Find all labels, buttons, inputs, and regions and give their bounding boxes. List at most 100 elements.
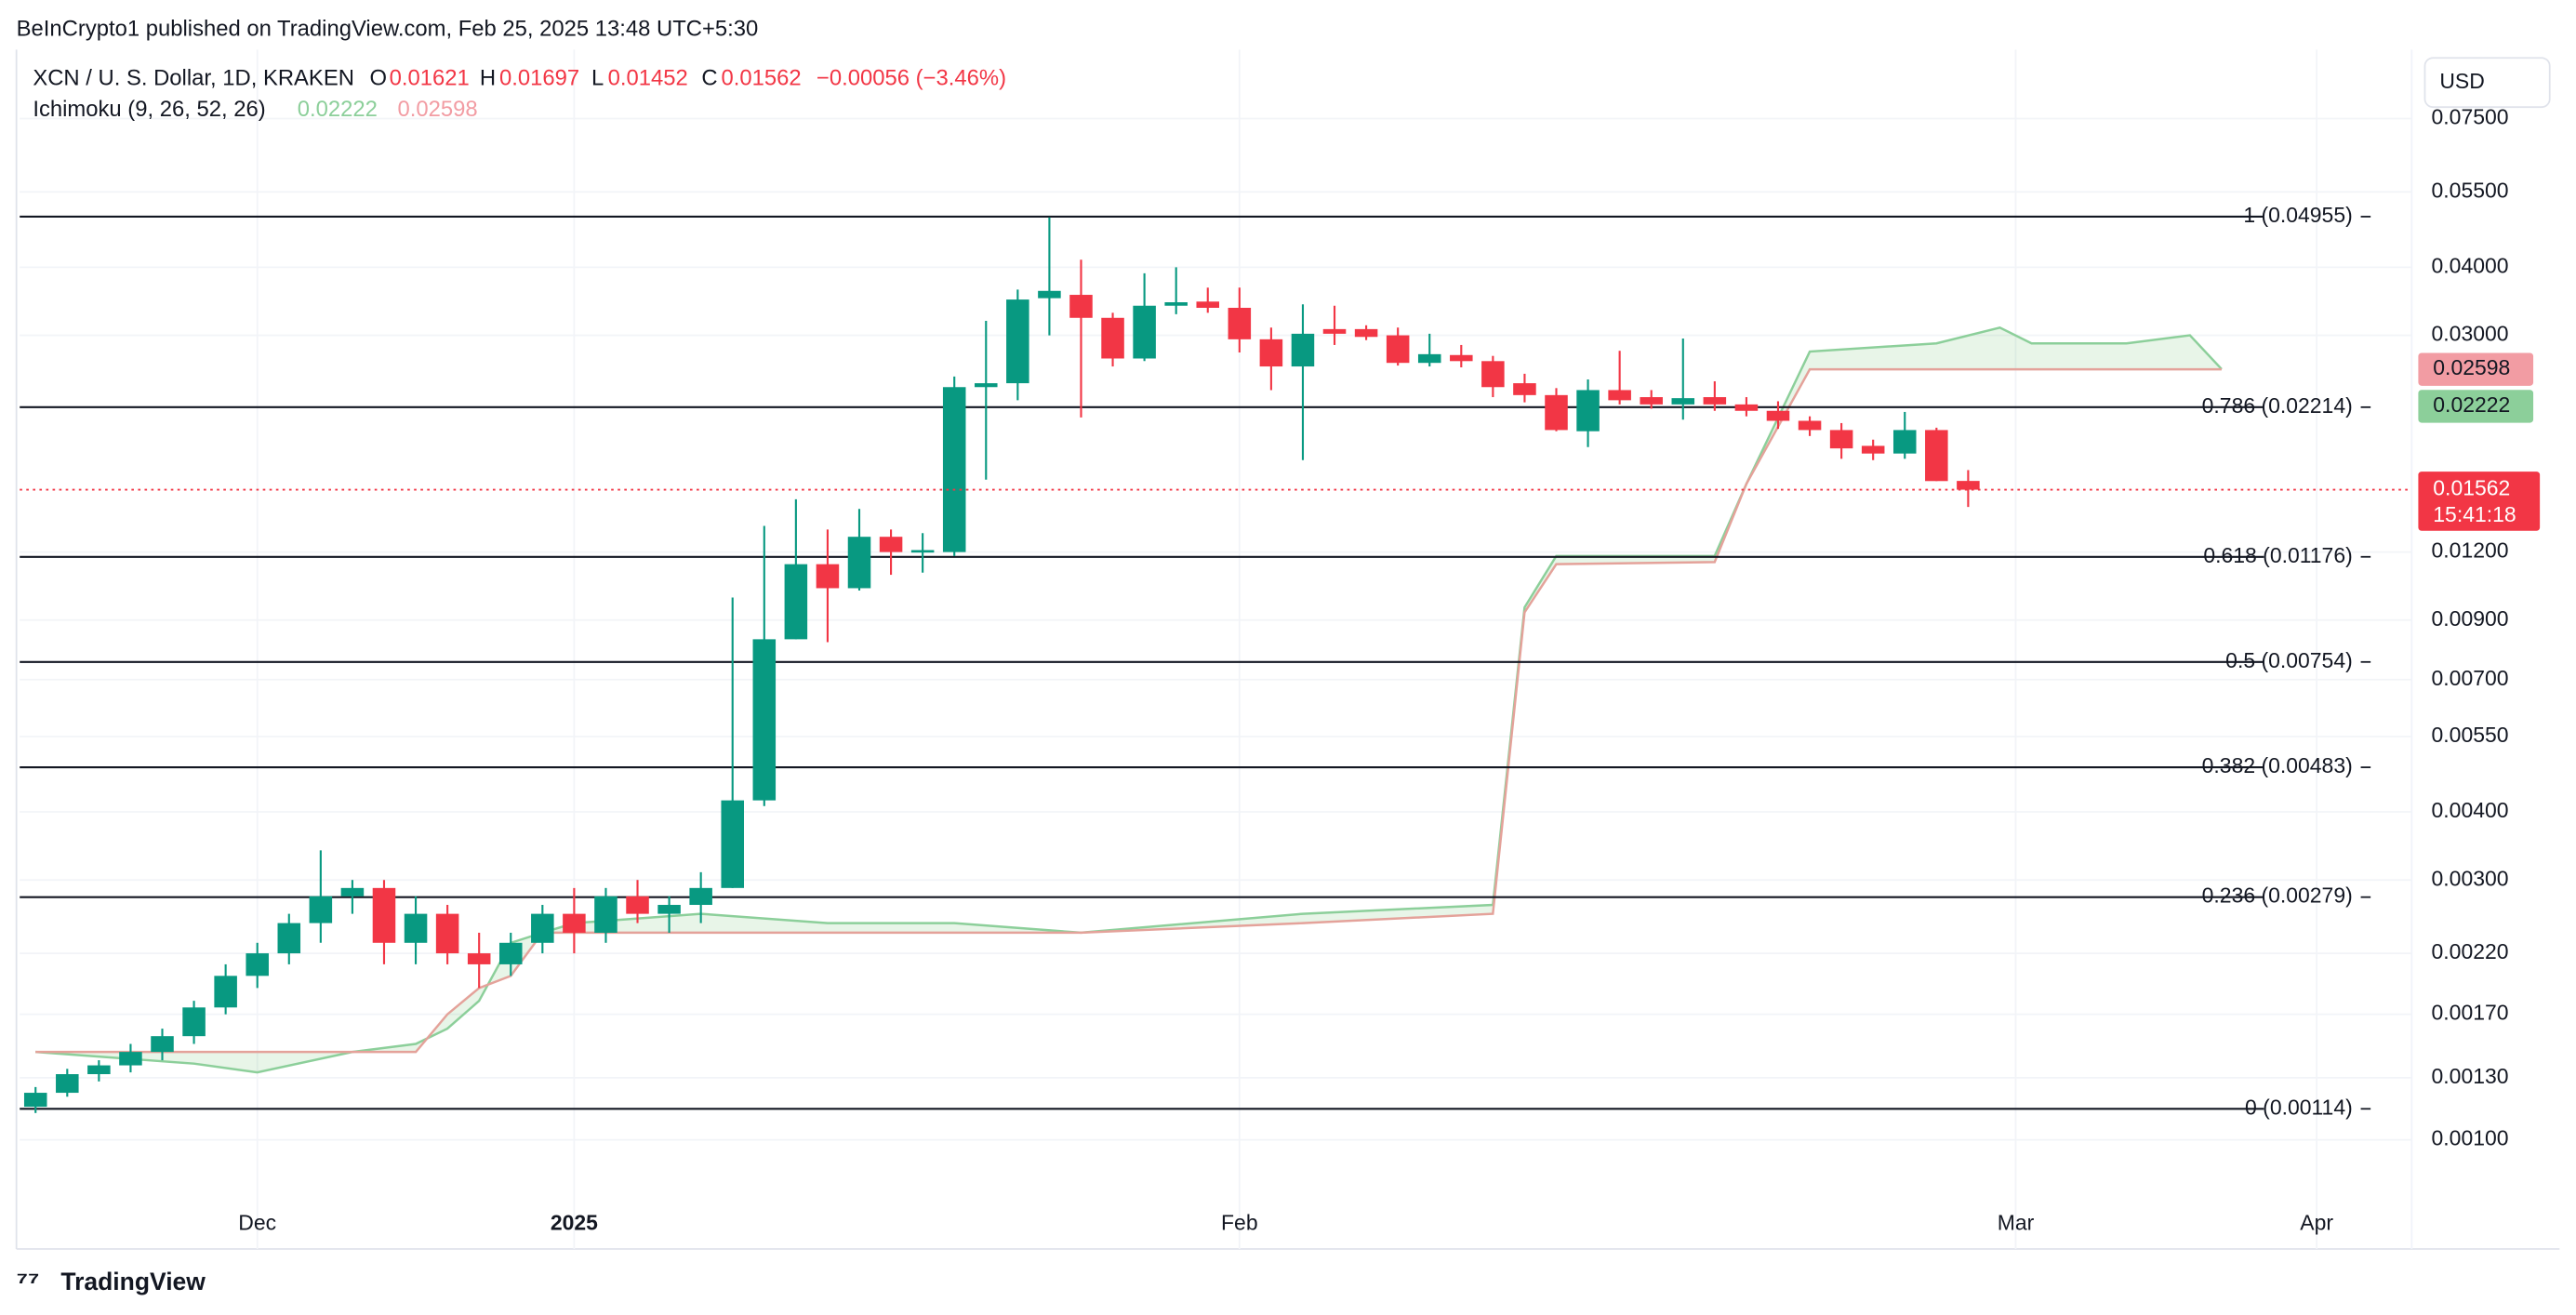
- price-box: [2418, 472, 2541, 531]
- x-tick-label: Dec: [238, 1211, 276, 1235]
- y-tick-label: 0.01200: [2432, 538, 2509, 563]
- fib-label: 1 (0.04955): [2243, 203, 2352, 227]
- attribution: BeInCrypto1 published on TradingView.com…: [17, 16, 759, 41]
- y-tick-label: 0.04000: [2432, 253, 2509, 277]
- candle-body: [1545, 394, 1568, 431]
- fib-label: 0.618 (0.01176): [2203, 543, 2352, 567]
- candle-body: [151, 1036, 174, 1053]
- indicator-box-label: 0.02598: [2433, 355, 2510, 379]
- candle-body: [1829, 430, 1853, 449]
- ohlc-value: 0.01697: [499, 65, 579, 90]
- candle-body: [1861, 445, 1885, 454]
- candle-body: [309, 896, 333, 923]
- candle-body: [467, 953, 491, 964]
- x-tick-label: Mar: [1998, 1211, 2035, 1235]
- candle-body: [816, 564, 840, 589]
- x-tick-label: Apr: [2300, 1211, 2333, 1235]
- candles: [23, 217, 1980, 1113]
- ichimoku-span: [35, 367, 2222, 1054]
- candle-body: [1734, 404, 1759, 411]
- candle-body: [87, 1065, 111, 1075]
- candle-body: [1671, 398, 1695, 405]
- indicator-value: 0.02598: [398, 97, 478, 122]
- candle-body: [689, 887, 712, 906]
- candle-body: [214, 976, 237, 1008]
- candle-body: [1481, 361, 1505, 388]
- fib-label: 0.236 (0.00279): [2202, 883, 2353, 908]
- candle-body: [626, 896, 649, 914]
- y-tick-label: 0.05500: [2432, 178, 2509, 202]
- candle-body: [23, 1093, 47, 1108]
- candle-body: [340, 887, 365, 897]
- y-tick-label: 0.00900: [2432, 606, 2509, 631]
- candle-body: [404, 913, 428, 943]
- indicator-value: 0.02222: [298, 97, 378, 122]
- price-box-label: 0.01562: [2433, 476, 2510, 500]
- candle-body: [1069, 295, 1093, 318]
- candle-body: [1640, 397, 1663, 405]
- currency-label[interactable]: USD: [2439, 69, 2484, 93]
- candle-body: [594, 896, 617, 933]
- candle-body: [1957, 481, 1980, 490]
- fib-label: 0.382 (0.00483): [2202, 753, 2353, 777]
- candle-body: [1576, 390, 1600, 432]
- candle-body: [1386, 335, 1410, 364]
- candle-body: [721, 800, 744, 888]
- indicator-box: [2418, 390, 2534, 423]
- candle-body: [1196, 301, 1220, 308]
- axes: 0.07500 0.05500 0.04000 0.03000 0.01200 0.009…: [20, 105, 2541, 1235]
- candle-body: [246, 953, 269, 976]
- ohlc-value: 0.01562: [722, 65, 802, 90]
- candle-body: [942, 387, 966, 552]
- y-tick-label: 0.00700: [2432, 666, 2509, 690]
- y-tick-label: 0.00300: [2432, 866, 2509, 890]
- candle-body: [435, 913, 459, 954]
- candle-body: [563, 913, 586, 933]
- candle-body: [1892, 430, 1917, 454]
- symbol-title: XCN / U. S. Dollar, 1D, KRAKEN: [33, 65, 354, 90]
- price-change: −0.00056 (−3.46%): [817, 65, 1006, 90]
- candle-body: [1038, 290, 1061, 299]
- candle-body: [1417, 353, 1441, 364]
- brand-icon: ⁷⁷: [17, 1267, 40, 1297]
- y-tick-label: 0.07500: [2432, 105, 2509, 129]
- candle-body: [1101, 317, 1124, 359]
- y-tick-label: 0.00400: [2432, 798, 2509, 822]
- ohlc-label: C: [701, 65, 717, 90]
- countdown-label: 15:41:18: [2433, 502, 2516, 526]
- fib-label: 0 (0.00114): [2245, 1095, 2353, 1119]
- ohlc-label: O: [369, 65, 387, 90]
- x-tick-label: 2025: [551, 1211, 598, 1235]
- candle-body: [277, 923, 301, 954]
- currency-button[interactable]: [2423, 57, 2551, 109]
- candle-body: [1703, 397, 1727, 405]
- candle-body: [1354, 328, 1378, 338]
- candle-body: [1259, 339, 1283, 367]
- candle-body: [1766, 410, 1790, 421]
- candle-body: [752, 639, 777, 801]
- candle-body: [498, 942, 523, 964]
- x-tick-label: Feb: [1221, 1211, 1258, 1235]
- fib-label: 0.786 (0.02214): [2202, 393, 2353, 418]
- y-tick-label: 0.00220: [2432, 939, 2509, 963]
- candle-body: [1164, 302, 1188, 306]
- indicator-box: [2418, 352, 2534, 386]
- candle-body: [1513, 383, 1536, 395]
- y-tick-label: 0.00130: [2432, 1064, 2509, 1088]
- candle-body: [657, 905, 681, 914]
- brand-name: TradingView: [60, 1268, 206, 1295]
- candle-body: [182, 1007, 206, 1037]
- candle-body: [847, 537, 871, 589]
- y-tick-label: 0.03000: [2432, 322, 2509, 346]
- candle-body: [910, 550, 935, 553]
- indicator-box-label: 0.02222: [2433, 392, 2510, 417]
- ohlc-label: L: [591, 65, 604, 90]
- candle-body: [975, 383, 998, 388]
- y-tick-label: 0.00550: [2432, 723, 2509, 747]
- candle-body: [879, 537, 903, 552]
- fib-levels: 1 (0.04955) 0.786 (0.02214) 0.618 (0.01176…: [20, 203, 2371, 1119]
- candle-body: [372, 887, 396, 943]
- candle-body: [1322, 328, 1347, 334]
